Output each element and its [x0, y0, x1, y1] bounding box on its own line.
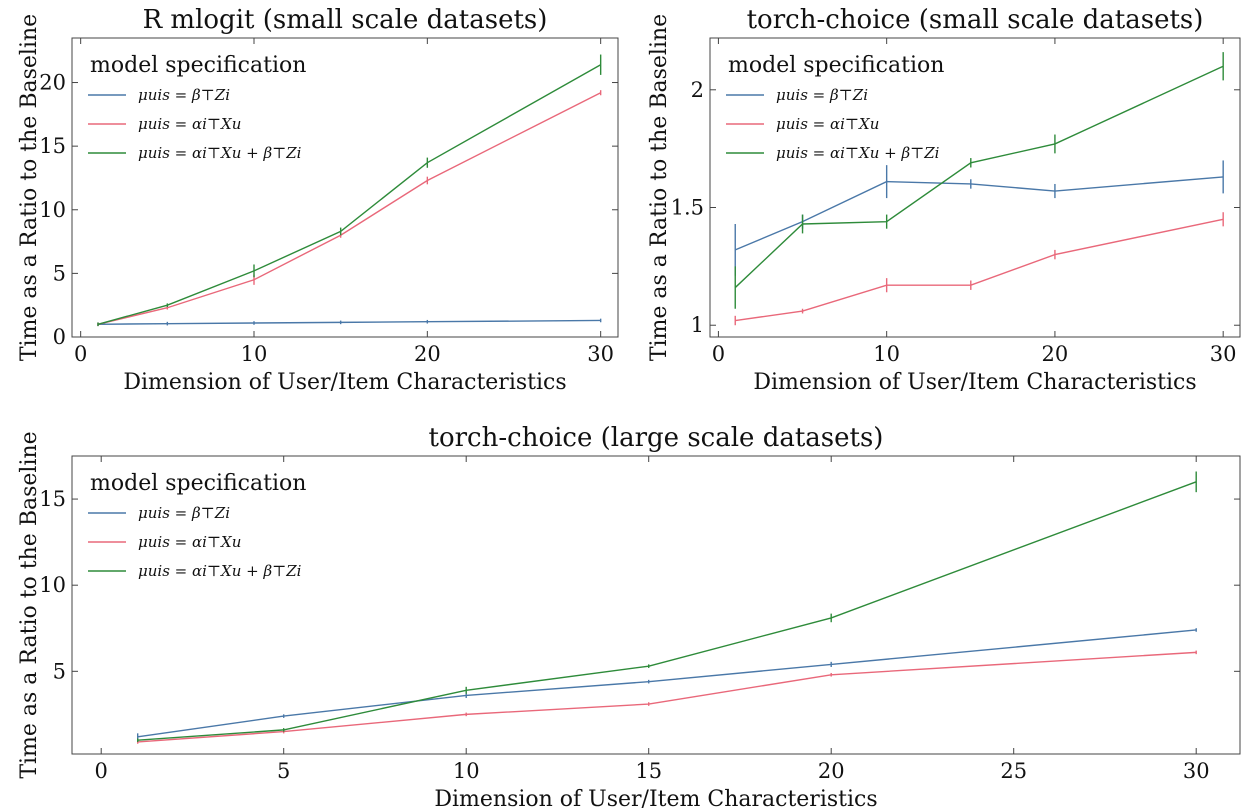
y-axis-label: Time as a Ratio to the Baseline [647, 14, 672, 361]
series-line-3 [137, 481, 1197, 741]
series-line-2 [735, 218, 1224, 322]
x-tick-label: 25 [1000, 759, 1027, 783]
x-tick-label: 0 [74, 342, 87, 366]
x-tick-label: 10 [241, 342, 268, 366]
x-tick-label: 15 [635, 759, 662, 783]
x-tick-label: 30 [1210, 342, 1237, 366]
y-axis-label: Time as a Ratio to the Baseline [17, 431, 42, 778]
chart-title: R mlogit (small scale datasets) [143, 5, 548, 35]
legend-label-3: μuis = αi⊤Xu + β⊤Zi [138, 562, 302, 580]
legend-label-2: μuis = αi⊤Xu [138, 533, 241, 551]
legend: model specification μuis = β⊤Zi μuis = αi⊤… [88, 53, 306, 162]
legend: model specification μuis = β⊤Zi μuis = αi⊤… [88, 471, 306, 580]
legend-label-3: μuis = αi⊤Xu + β⊤Zi [776, 144, 940, 162]
series-line-3 [734, 65, 1224, 289]
y-tick-label: 1 [691, 313, 704, 337]
y-tick-label: 5 [53, 261, 66, 285]
legend-title: model specification [90, 471, 306, 496]
x-axis-label: Dimension of User/Item Characteristics [123, 370, 566, 395]
x-tick-label: 5 [277, 759, 290, 783]
y-tick-label: 15 [39, 134, 66, 158]
y-tick-label: 2 [691, 78, 704, 102]
y-tick-label: 10 [39, 198, 66, 222]
y-axis-label: Time as a Ratio to the Baseline [17, 14, 42, 361]
y-tick-label: 15 [39, 487, 66, 511]
y-tick-label: 1.5 [671, 196, 704, 220]
x-tick-label: 20 [818, 759, 845, 783]
series-line-2 [137, 651, 1197, 743]
chart-title: torch-choice (small scale datasets) [747, 5, 1204, 35]
chart-panel-1: R mlogit (small scale datasets) Dimension… [17, 5, 619, 395]
chart-panel-3: torch-choice (large scale datasets) Dimen… [17, 423, 1241, 811]
x-tick-label: 0 [95, 759, 108, 783]
series-line-1 [137, 629, 1197, 738]
x-tick-label: 30 [1183, 759, 1210, 783]
series-line-3 [97, 64, 602, 325]
x-tick-label: 20 [1042, 342, 1069, 366]
plot-frame [71, 455, 1241, 755]
y-tick-label: 0 [53, 325, 66, 349]
legend: model specification μuis = β⊤Zi μuis = αi⊤… [726, 53, 944, 162]
x-axis-label: Dimension of User/Item Characteristics [753, 370, 1196, 395]
y-tick-label: 10 [39, 573, 66, 597]
legend-label-1: μuis = β⊤Zi [776, 86, 868, 104]
y-tick-label: 5 [53, 659, 66, 683]
legend-label-1: μuis = β⊤Zi [138, 86, 230, 104]
plot-frame [71, 37, 619, 338]
series-line-1 [734, 176, 1224, 251]
chart-title: torch-choice (large scale datasets) [429, 423, 884, 453]
x-axis-label: Dimension of User/Item Characteristics [434, 787, 877, 811]
chart-panel-2: torch-choice (small scale datasets) Dimen… [647, 5, 1241, 395]
legend-label-2: μuis = αi⊤Xu [776, 115, 879, 133]
y-tick-label: 20 [39, 71, 66, 95]
x-tick-label: 30 [587, 342, 614, 366]
plot-frame [709, 37, 1241, 338]
legend-label-3: μuis = αi⊤Xu + β⊤Zi [138, 144, 302, 162]
legend-title: model specification [728, 53, 944, 78]
x-tick-label: 20 [414, 342, 441, 366]
legend-label-2: μuis = αi⊤Xu [138, 115, 241, 133]
legend-title: model specification [90, 53, 306, 78]
series-line-2 [97, 92, 601, 325]
series-line-1 [97, 319, 601, 325]
x-tick-label: 0 [712, 342, 725, 366]
x-tick-label: 10 [453, 759, 480, 783]
legend-label-1: μuis = β⊤Zi [138, 504, 230, 522]
x-tick-label: 10 [873, 342, 900, 366]
